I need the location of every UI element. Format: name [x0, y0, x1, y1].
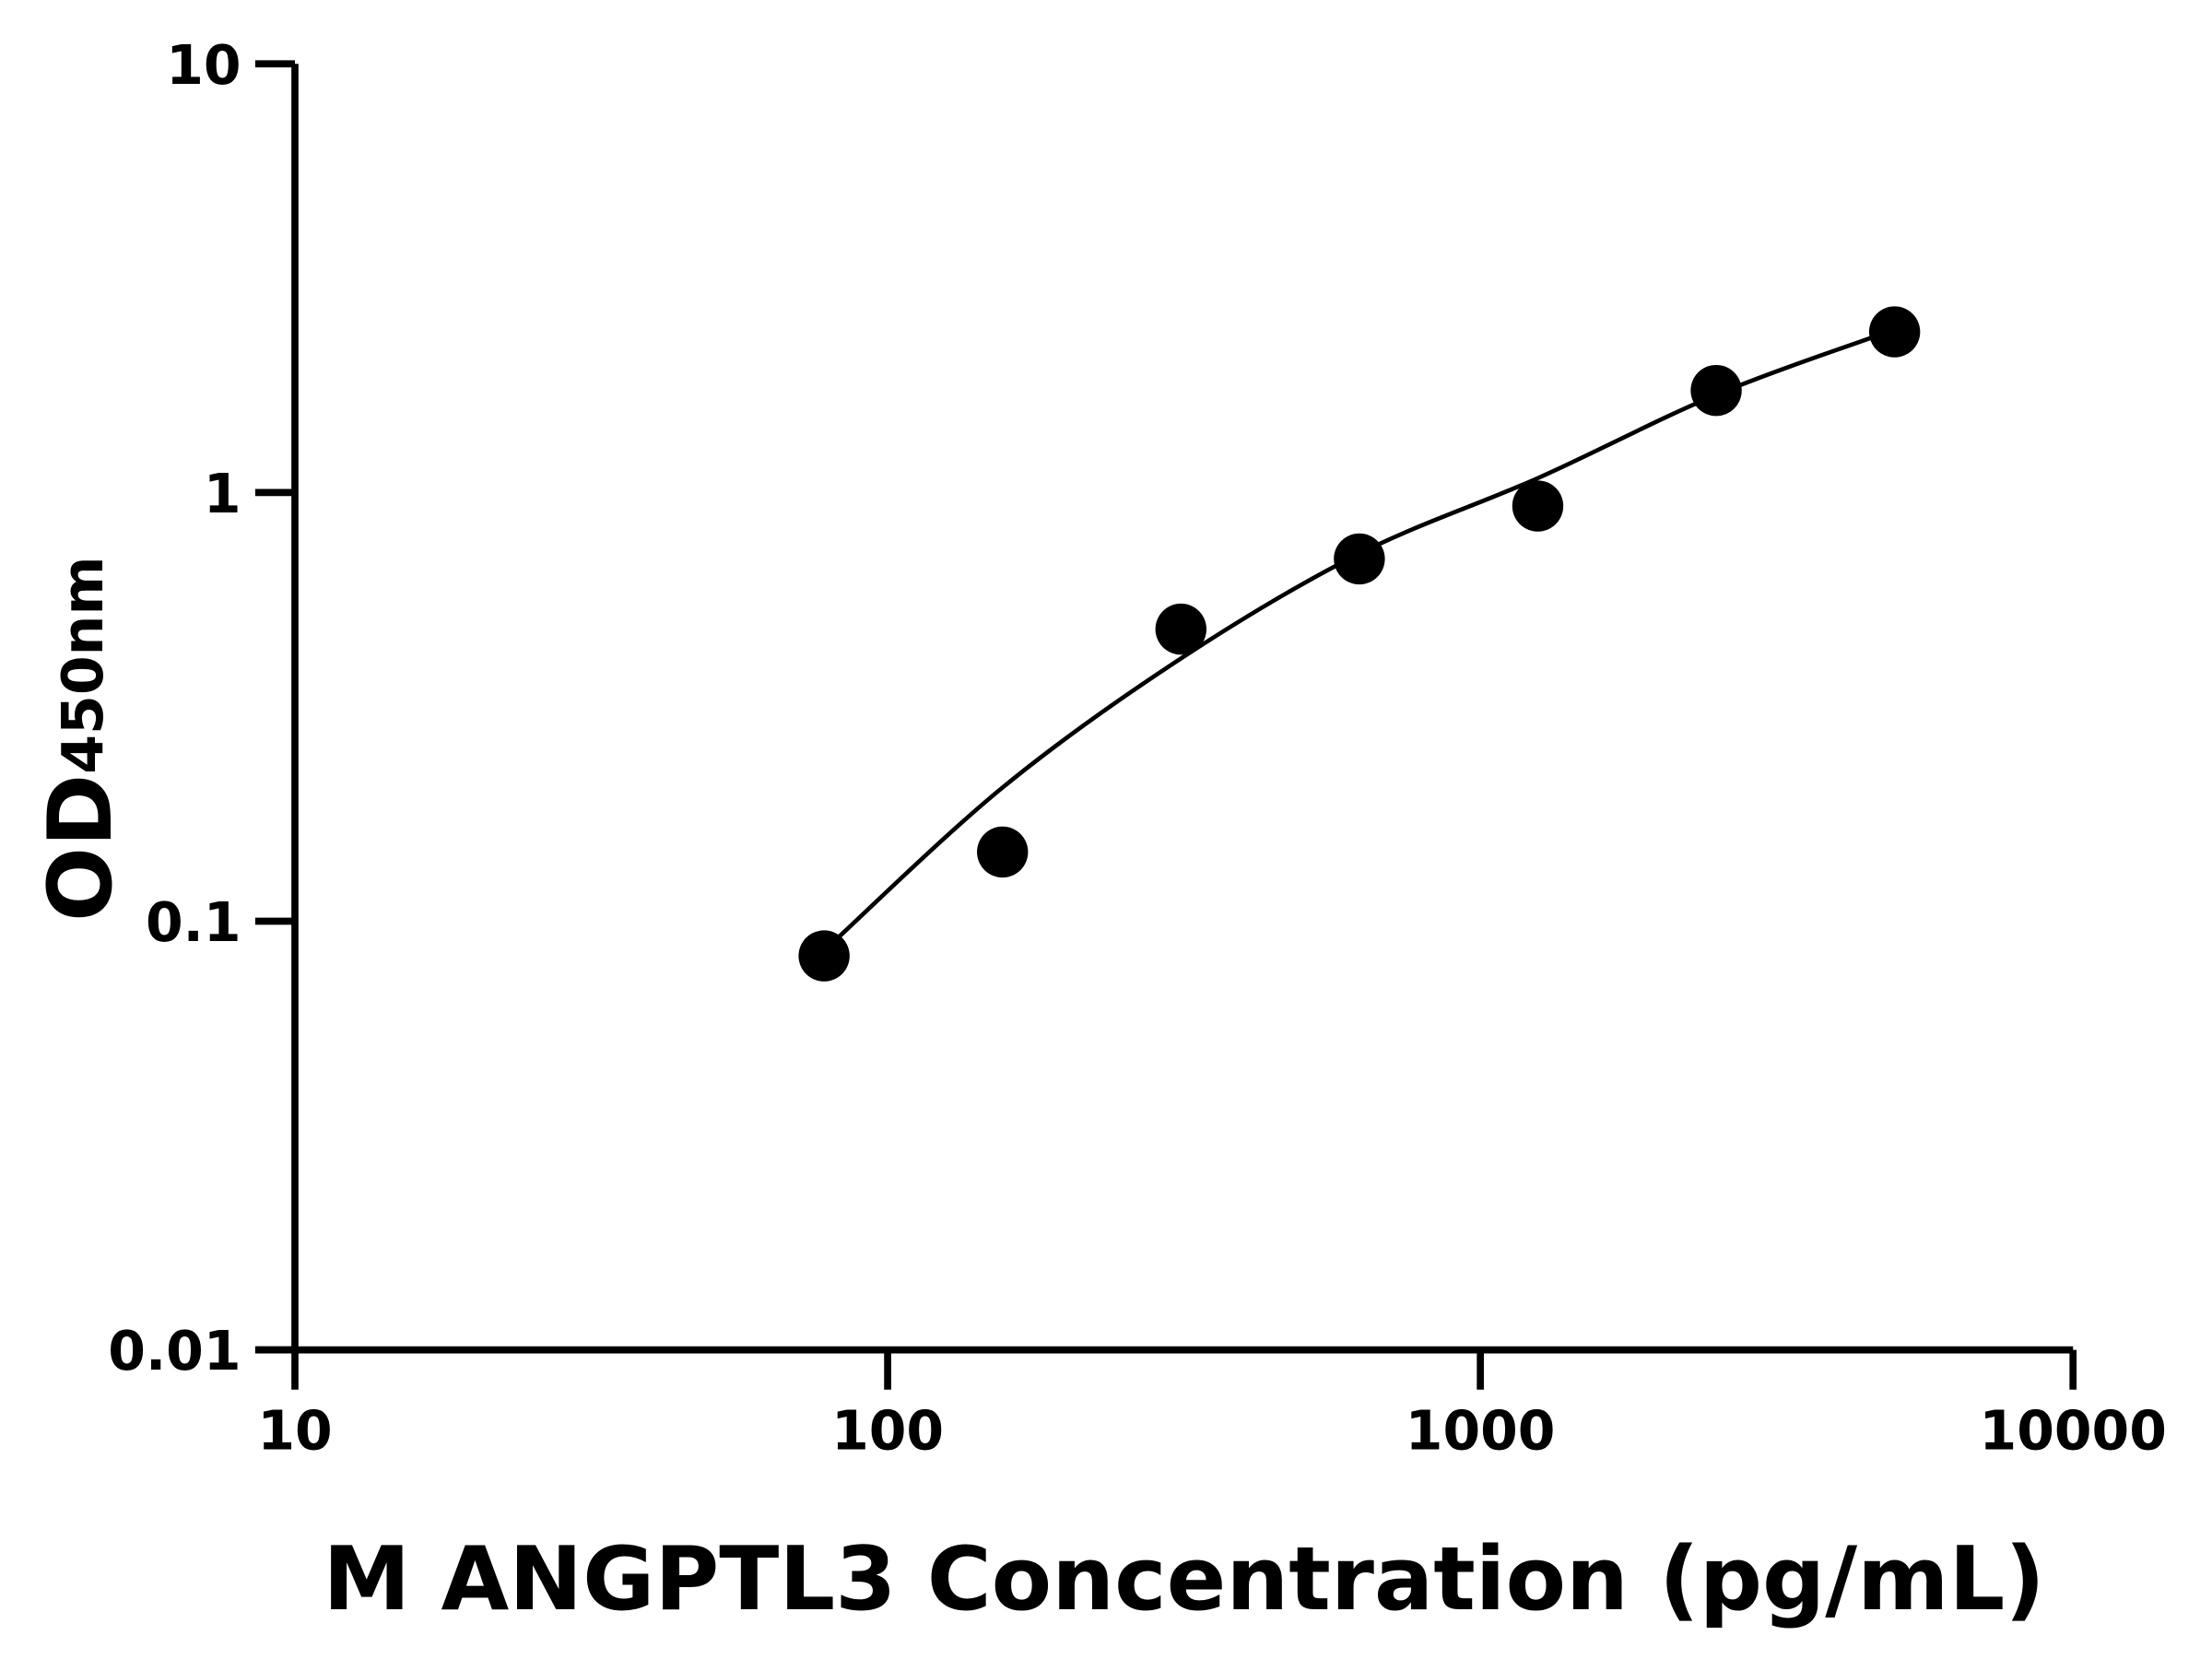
data-point	[1512, 480, 1564, 532]
data-point	[798, 930, 850, 982]
data-point	[1868, 306, 1921, 358]
svg-text:OD450nm: OD450nm	[29, 556, 132, 922]
y-tick-label: 10	[166, 34, 241, 97]
x-axis-label: M ANGPTL3 Concentration (pg/mL)	[323, 1528, 2044, 1630]
x-tick-label: 10000	[1980, 1399, 2167, 1462]
y-axis-label: OD450nm	[29, 556, 132, 922]
y-tick-label: 0.01	[108, 1320, 241, 1382]
y-tick-label: 1	[204, 463, 241, 525]
y-axis-label-sub: 450nm	[50, 556, 116, 773]
data-point	[977, 826, 1029, 878]
axes: 10 100 1000 10000 0.01 0.1 1 10	[108, 34, 2167, 1463]
x-tick-label: 100	[831, 1399, 944, 1462]
data-point	[1155, 603, 1206, 655]
marks	[798, 306, 1921, 982]
x-tick-label: 10	[257, 1399, 332, 1462]
data-point	[1690, 364, 1742, 417]
y-axis-label-main: OD	[29, 774, 132, 922]
y-tick-label: 0.1	[146, 891, 241, 954]
x-tick-label: 1000	[1406, 1399, 1556, 1462]
data-point	[1334, 533, 1385, 585]
